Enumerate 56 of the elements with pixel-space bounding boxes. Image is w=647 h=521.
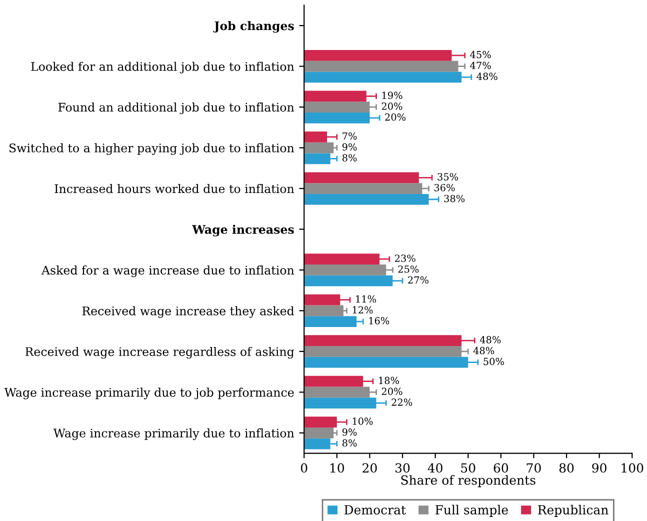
- data-label: 20%: [385, 113, 406, 121]
- y-tick-label: Received wage increase they asked: [82, 306, 294, 318]
- legend-label: Republican: [538, 504, 608, 517]
- bar: [304, 305, 344, 316]
- data-label: 36%: [434, 184, 455, 192]
- x-axis-title: Share of respondents: [401, 475, 536, 488]
- y-tick-label: Found an additional job due to inflation: [58, 102, 294, 114]
- x-tick-label: 0: [300, 463, 308, 473]
- y-tick-label: Increased hours worked due to inflation: [54, 184, 294, 194]
- x-tick-label: 70: [526, 463, 541, 473]
- y-tick-label: Asked for a wage increase due to inflation: [41, 265, 294, 278]
- x-tick-label: 100: [622, 463, 644, 473]
- data-label: 7%: [342, 132, 357, 140]
- data-label: 9%: [342, 428, 357, 436]
- data-label: 23%: [394, 254, 416, 262]
- data-label: 20%: [382, 388, 402, 395]
- data-label: 22%: [392, 398, 412, 406]
- y-tick-label: Job changes: [213, 21, 294, 33]
- data-label: 18%: [379, 376, 399, 384]
- x-tick-label: 40: [428, 463, 442, 473]
- data-label: 9%: [342, 143, 357, 151]
- data-label: 11%: [356, 295, 376, 303]
- bar: [304, 427, 334, 438]
- data-label: 47%: [470, 62, 491, 70]
- x-tick-label: 50: [461, 463, 476, 473]
- x-tick-label: 80: [559, 463, 574, 473]
- data-label: 16%: [369, 317, 390, 324]
- data-label: 19%: [382, 92, 402, 99]
- y-tick-label: Wage increases: [192, 224, 294, 236]
- data-label: 10%: [352, 418, 373, 425]
- y-tick-label: Wage increase primarily due to inflation: [53, 428, 294, 440]
- data-label: 38%: [444, 194, 465, 202]
- y-tick-label: Received wage increase regardless of asking: [25, 346, 294, 359]
- y-tick-label: Looked for an additional job due to inflation: [31, 62, 294, 74]
- data-label: 8%: [342, 439, 357, 447]
- data-label: 12%: [352, 306, 373, 314]
- data-label: 35%: [438, 173, 458, 180]
- data-label: 27%: [408, 276, 428, 284]
- x-tick-label: 90: [592, 463, 606, 473]
- x-tick-label: 10: [330, 463, 344, 473]
- y-tick-label: Switched to a higher paying job due to inflation: [9, 143, 294, 155]
- data-label: 20%: [382, 102, 402, 110]
- x-tick-label: 30: [396, 463, 410, 473]
- legend-label: Full sample: [435, 504, 508, 517]
- data-label: 50%: [484, 358, 504, 366]
- data-label: 45%: [470, 50, 491, 58]
- data-label: 8%: [342, 154, 357, 162]
- y-tick-label: Wage increase primarily due to job performance: [4, 388, 294, 400]
- data-label: 48%: [476, 72, 498, 80]
- bar: [304, 142, 334, 154]
- x-tick-label: 60: [494, 463, 508, 473]
- x-tick-label: 20: [362, 463, 377, 473]
- legend-label: Democrat: [344, 505, 406, 515]
- data-label: 48%: [480, 336, 501, 344]
- data-label: 25%: [398, 265, 419, 273]
- data-label: 48%: [473, 346, 494, 354]
